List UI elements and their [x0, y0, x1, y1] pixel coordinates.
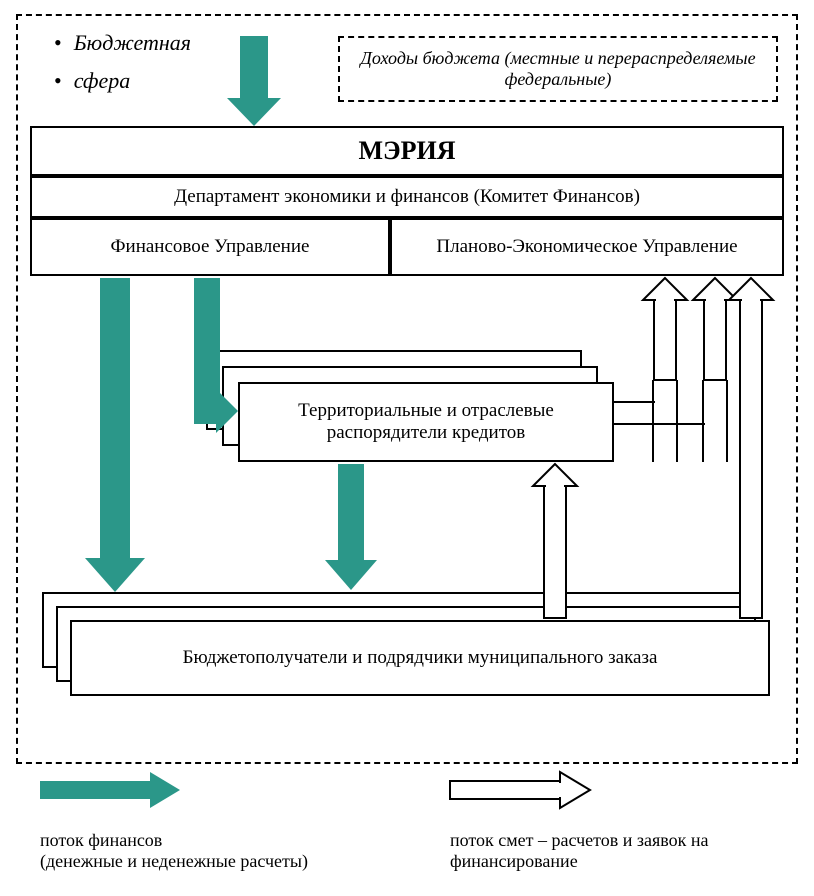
legend-estimate-arrow — [450, 781, 560, 799]
department-box: Департамент экономики и финансов (Комите… — [30, 176, 784, 218]
mayoralty-title: МЭРИЯ — [30, 126, 784, 176]
planning-box: Планово-Экономическое Управление — [390, 218, 784, 276]
legend-finance-text: поток финансов (денежные и неденежные ра… — [40, 830, 308, 872]
territorial-box-front: Территориальные и отраслевые распорядите… — [238, 382, 614, 462]
header-bullet-1: •Бюджетная — [54, 30, 191, 56]
financial-box: Финансовое Управление — [30, 218, 390, 276]
legend-finance-arrow — [40, 781, 150, 799]
income-box: Доходы бюджета (местные и перераспределя… — [338, 36, 778, 102]
header-bullet-2: •сфера — [54, 68, 130, 94]
legend-estimate-text: поток смет – расчетов и заявок на финанс… — [450, 830, 780, 872]
budget-box-front: Бюджетополучатели и подрядчики муниципал… — [70, 620, 770, 696]
